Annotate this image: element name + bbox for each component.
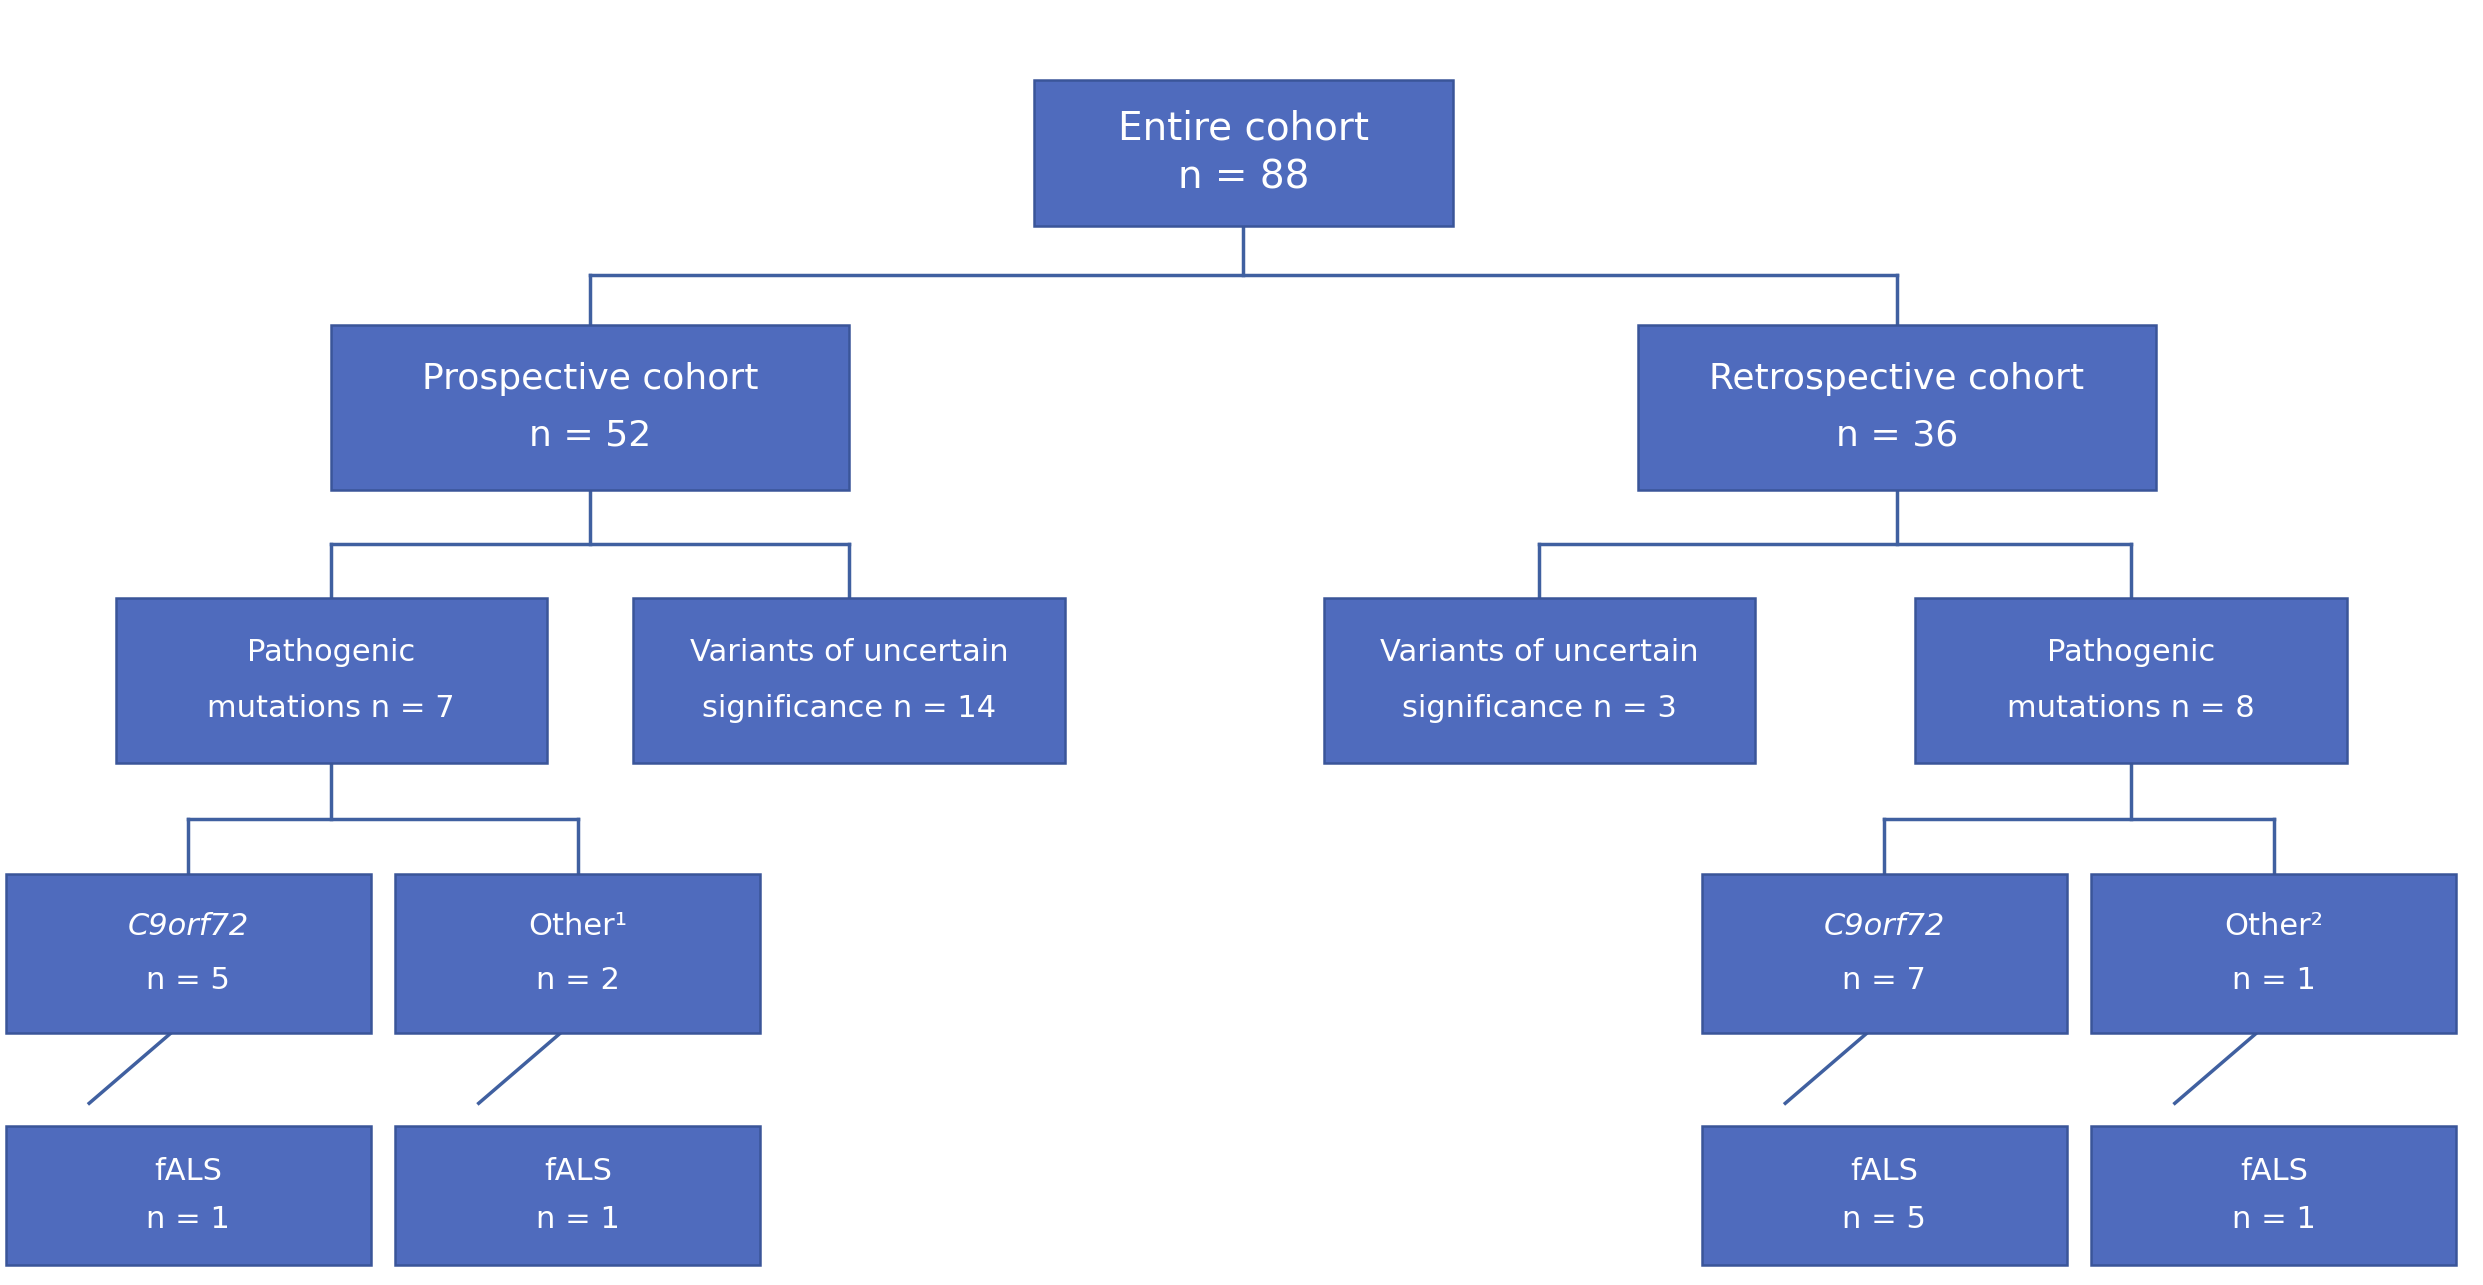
FancyBboxPatch shape [2091,1126,2456,1266]
FancyBboxPatch shape [1323,598,1755,763]
Text: Other¹: Other¹ [529,912,628,942]
Text: C9orf72: C9orf72 [1825,912,1944,942]
Text: Entire cohort: Entire cohort [1117,109,1368,148]
FancyBboxPatch shape [1033,80,1453,226]
Text: n = 2: n = 2 [536,966,621,996]
FancyBboxPatch shape [1639,325,2155,490]
Text: mutations n = 7: mutations n = 7 [209,694,454,723]
Text: n = 1: n = 1 [146,1205,231,1234]
Text: Prospective cohort: Prospective cohort [422,362,757,396]
Text: Pathogenic: Pathogenic [2046,639,2215,667]
Text: Pathogenic: Pathogenic [248,639,415,667]
FancyBboxPatch shape [5,1126,370,1266]
FancyBboxPatch shape [330,325,849,490]
Text: n = 88: n = 88 [1177,159,1309,197]
Text: n = 1: n = 1 [2232,1205,2317,1234]
FancyBboxPatch shape [395,875,760,1033]
Text: significance n = 14: significance n = 14 [703,694,996,723]
FancyBboxPatch shape [633,598,1065,763]
Text: n = 1: n = 1 [536,1205,621,1234]
FancyBboxPatch shape [1914,598,2346,763]
Text: Variants of uncertain: Variants of uncertain [1381,639,1698,667]
FancyBboxPatch shape [117,598,546,763]
FancyBboxPatch shape [1701,875,2066,1033]
Text: fALS: fALS [154,1158,223,1186]
Text: Retrospective cohort: Retrospective cohort [1708,362,2083,396]
Text: n = 7: n = 7 [1842,966,1927,996]
FancyBboxPatch shape [5,875,370,1033]
Text: Variants of uncertain: Variants of uncertain [690,639,1008,667]
Text: n = 36: n = 36 [1835,419,1957,452]
Text: n = 52: n = 52 [529,419,651,452]
Text: C9orf72: C9orf72 [127,912,248,942]
Text: fALS: fALS [544,1158,611,1186]
Text: n = 5: n = 5 [146,966,231,996]
FancyBboxPatch shape [1701,1126,2066,1266]
Text: Other²: Other² [2225,912,2324,942]
Text: fALS: fALS [2240,1158,2307,1186]
FancyBboxPatch shape [2091,875,2456,1033]
Text: mutations n = 8: mutations n = 8 [2006,694,2255,723]
Text: n = 1: n = 1 [2232,966,2317,996]
Text: n = 5: n = 5 [1842,1205,1927,1234]
Text: fALS: fALS [1850,1158,1919,1186]
FancyBboxPatch shape [395,1126,760,1266]
Text: significance n = 3: significance n = 3 [1403,694,1676,723]
